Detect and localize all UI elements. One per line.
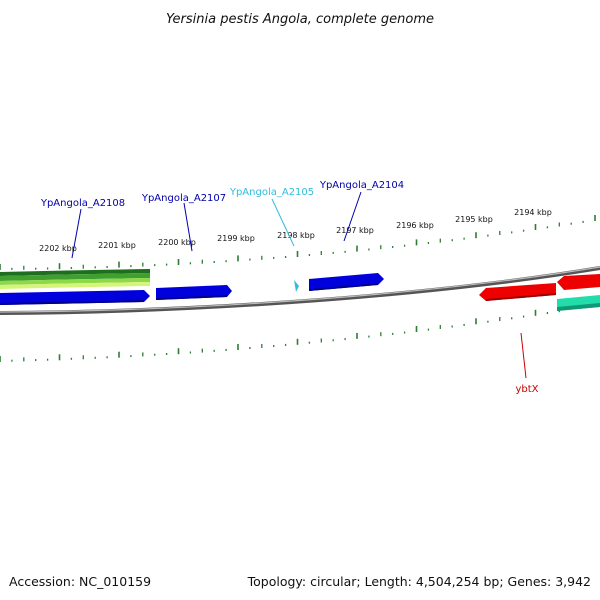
ruler-label-2195: 2195 kbp <box>455 215 493 224</box>
green-band-3 <box>0 278 150 285</box>
ruler-label-2196: 2196 kbp <box>396 221 434 230</box>
gene-arrow-a2105[interactable] <box>294 280 299 292</box>
ruler-label-2201: 2201 kbp <box>98 241 136 250</box>
outer-tick-ring <box>0 215 596 270</box>
inner-tick-ring <box>0 308 560 362</box>
label-leaders <box>71 191 527 379</box>
leader-a2104 <box>343 191 362 242</box>
forward-genes <box>0 273 384 305</box>
gene-arrow-ybtx-shade <box>486 293 556 301</box>
gene-label-a2108[interactable]: YpAngola_A2108 <box>40 198 125 209</box>
ruler-labels: 2202 kbp 2201 kbp 2200 kbp 2199 kbp 2198… <box>39 208 552 253</box>
gene-arrow-red-2[interactable] <box>557 274 600 290</box>
gene-label-a2105[interactable]: YpAngola_A2105 <box>229 187 314 198</box>
ruler-label-2197: 2197 kbp <box>336 226 374 235</box>
ruler-label-2198: 2198 kbp <box>277 231 315 240</box>
gene-label-a2107[interactable]: YpAngola_A2107 <box>141 193 226 204</box>
leader-ybtx <box>520 332 527 379</box>
green-band-1 <box>0 269 150 276</box>
genome-backbone <box>0 266 600 315</box>
gene-arrow-a2107-shade <box>156 295 227 300</box>
gene-label-a2104[interactable]: YpAngola_A2104 <box>319 180 404 191</box>
gene-arrow-teal-shade <box>557 303 600 311</box>
gene-arrow-a2104-shade <box>309 283 378 291</box>
ruler-label-2200: 2200 kbp <box>158 238 196 247</box>
genome-backbone-highlight <box>0 266 600 313</box>
genome-summary-text: Topology: circular; Length: 4,504,254 bp… <box>247 574 591 589</box>
green-band-4 <box>0 282 150 289</box>
ruler-label-2202: 2202 kbp <box>39 244 77 253</box>
reverse-genes <box>479 274 600 311</box>
gene-arrow-a2108-shade <box>0 300 144 305</box>
green-band-features <box>0 269 150 289</box>
ruler-label-2194: 2194 kbp <box>514 208 552 217</box>
map-title: Yersinia pestis Angola, complete genome <box>166 12 434 27</box>
gene-label-ybtx[interactable]: ybtX <box>515 384 538 395</box>
leader-a2108 <box>71 208 82 259</box>
accession-text: Accession: NC_010159 <box>9 574 151 589</box>
green-band-2 <box>0 273 150 281</box>
gene-arrow-a2104[interactable] <box>309 273 384 291</box>
gene-labels: YpAngola_A2108 YpAngola_A2107 YpAngola_A… <box>40 180 539 395</box>
leader-a2105 <box>271 198 295 247</box>
ruler-label-2199: 2199 kbp <box>217 234 255 243</box>
leader-a2107 <box>183 202 193 252</box>
